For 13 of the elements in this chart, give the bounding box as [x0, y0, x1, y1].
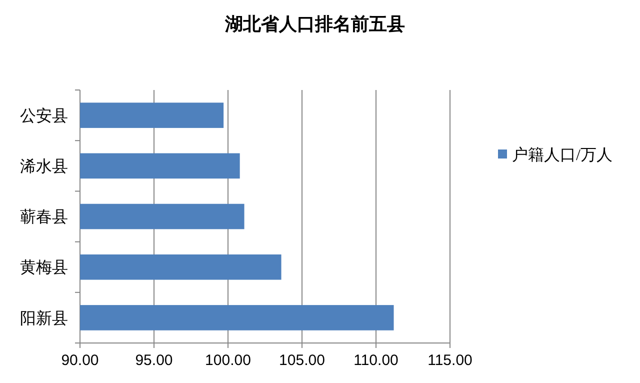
x-tick-label: 95.00 [135, 352, 173, 369]
legend-label: 户籍人口/万人 [512, 146, 612, 164]
y-tick-label: 黄梅县 [20, 258, 68, 277]
x-tick-label: 105.00 [279, 352, 325, 369]
x-tick-label: 110.00 [354, 352, 398, 369]
x-tick-label: 100.00 [205, 352, 251, 369]
y-tick-label: 阳新县 [20, 309, 68, 328]
y-tick-label: 蕲春县 [20, 208, 68, 226]
x-tick-label: 90.00 [61, 352, 99, 369]
chart-title: 湖北省人口排名前五县 [224, 14, 405, 34]
y-tick-label: 浠水县 [20, 158, 68, 176]
x-tick-label: 115.00 [428, 352, 472, 369]
y-tick-label: 公安县 [20, 106, 68, 125]
